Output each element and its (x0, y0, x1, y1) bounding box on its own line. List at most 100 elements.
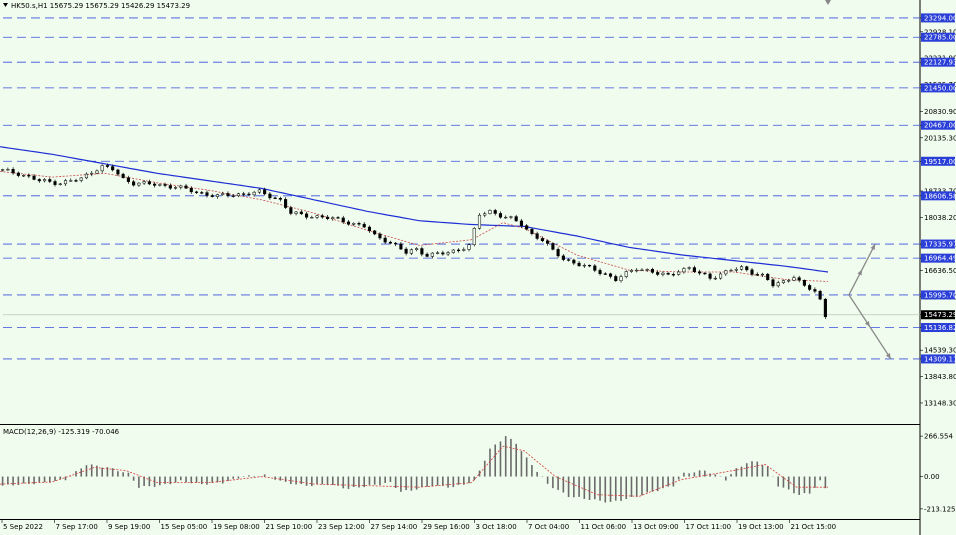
candle-body (483, 213, 487, 216)
candle-body (100, 165, 104, 172)
candle-115 (603, 272, 607, 275)
candle-body (69, 180, 73, 182)
candle-130 (682, 267, 686, 274)
candle-31 (163, 182, 167, 188)
candle-146 (766, 272, 770, 281)
candle-138 (724, 269, 728, 276)
candle-body (567, 259, 571, 261)
time-tick-label-3: 15 Sep 05:00 (161, 523, 208, 531)
candle-body (121, 173, 125, 179)
candle-body (498, 213, 503, 218)
candle-48 (252, 190, 256, 197)
candle-body (582, 264, 586, 267)
candle-body (362, 223, 366, 228)
time-tick-label-4: 19 Sep 08:00 (213, 523, 260, 531)
candle-body (320, 215, 324, 218)
candle-74 (388, 240, 392, 245)
candle-body (802, 280, 806, 286)
candle-body (194, 191, 199, 193)
price-level-tag-8: 16964.49 (921, 253, 956, 263)
price-level-tag-text: 18606.58 (924, 192, 956, 200)
candle-1 (6, 167, 10, 171)
candle-91 (477, 213, 482, 230)
candle-body (755, 274, 759, 276)
candle-body (519, 220, 523, 226)
macd-tick-label-1: 0.00 (924, 473, 940, 481)
time-tick-label-2: 9 Sep 19:00 (108, 523, 150, 531)
candle-85 (446, 250, 450, 256)
moving-averages (0, 146, 829, 282)
candle-body (352, 223, 356, 225)
candle-body (268, 193, 272, 199)
candle-105 (551, 242, 555, 251)
candle-body (383, 237, 387, 243)
price-level-lines (3, 17, 920, 360)
price-level-tag-bg (921, 57, 955, 67)
candle-body (682, 268, 686, 273)
candle-25 (132, 179, 136, 187)
candle-145 (760, 272, 765, 277)
candle-body (729, 269, 733, 272)
candle-body (561, 255, 565, 260)
candle-18 (95, 169, 99, 175)
candle-137 (719, 272, 723, 280)
candle-body (760, 273, 765, 276)
candle-33 (174, 185, 178, 190)
macd-tick-label-0: 266.554 (924, 433, 953, 441)
candle-body (556, 249, 560, 257)
candle-89 (467, 243, 471, 252)
candle-86 (451, 249, 455, 254)
candle-body (16, 172, 20, 176)
candle-body (53, 181, 57, 185)
candle-body (273, 197, 277, 199)
candle-6 (32, 174, 36, 181)
candle-body (446, 252, 450, 255)
candle-body (174, 187, 178, 189)
price-level-tag-bg (921, 120, 955, 130)
price-level-tag-bg (921, 13, 955, 23)
candle-body (624, 271, 628, 277)
candle-body (593, 265, 597, 271)
price-level-tag-text: 22127.93 (924, 59, 956, 67)
candle-body (105, 165, 109, 167)
candle-body (787, 280, 791, 282)
price-level-tag-bg (921, 354, 955, 364)
candle-75 (394, 241, 398, 247)
candle-124 (650, 267, 654, 274)
candle-body (619, 276, 623, 282)
candle-40 (210, 193, 214, 198)
candle-body (147, 181, 151, 185)
chart-shift-marker-icon[interactable] (825, 0, 831, 5)
candle-38 (200, 190, 204, 195)
candle-body (184, 185, 188, 189)
candle-body (456, 249, 461, 252)
candle-123 (645, 268, 649, 273)
candle-107 (561, 253, 565, 262)
candle-body (739, 266, 744, 270)
candle-body (137, 182, 141, 186)
candle-77 (404, 247, 408, 256)
candle-104 (546, 239, 550, 246)
candle-47 (247, 191, 251, 196)
candle-body (299, 211, 303, 215)
candle-67 (352, 222, 356, 226)
macd-header: MACD(12,26,9) -125.319 -70.046 (3, 428, 120, 436)
symbol-dropdown-icon[interactable] (3, 3, 8, 7)
candle-154 (808, 283, 812, 292)
candle-body (608, 273, 613, 277)
candle-125 (656, 270, 660, 277)
candle-24 (126, 175, 130, 184)
candle-65 (341, 215, 345, 224)
candle-133 (698, 269, 702, 276)
price-level-tag-bg (921, 83, 955, 93)
candle-149 (781, 279, 786, 285)
candle-0 (1, 168, 5, 172)
candle-body (488, 210, 492, 214)
time-tick-label-10: 7 Oct 04:00 (528, 523, 569, 531)
candle-body (278, 197, 282, 200)
candle-body (436, 252, 440, 254)
candle-3 (16, 171, 20, 178)
candle-9 (48, 177, 52, 184)
candle-7 (37, 178, 41, 183)
